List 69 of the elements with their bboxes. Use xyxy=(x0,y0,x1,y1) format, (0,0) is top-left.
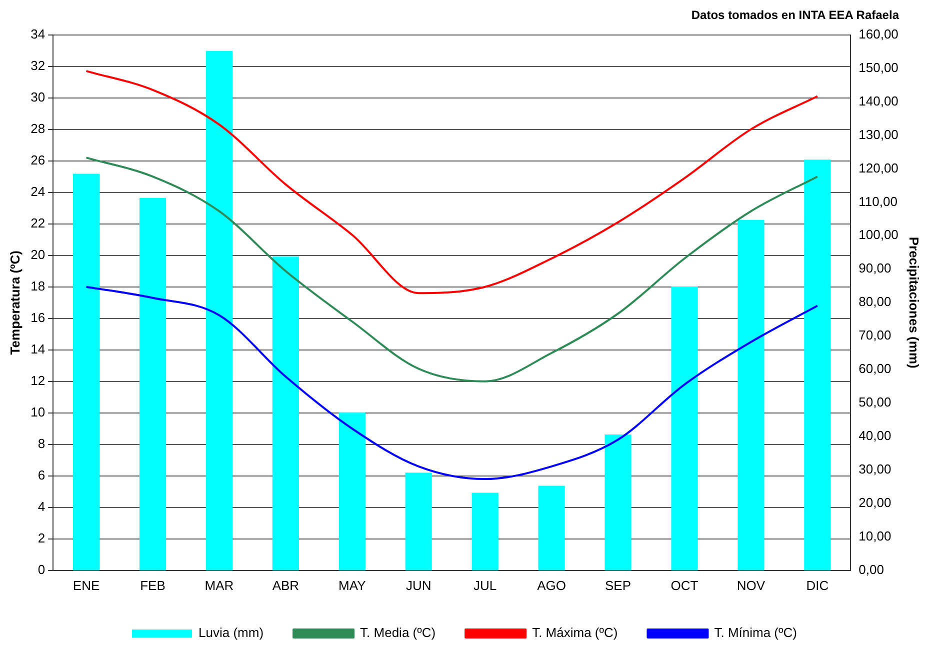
y2-tick-label: 40,00 xyxy=(858,428,892,444)
y-tick-label: 8 xyxy=(38,436,46,451)
y2-tick-label: 20,00 xyxy=(858,495,892,510)
bar xyxy=(671,286,698,570)
bar xyxy=(472,492,498,570)
y2-tick-label: 100,00 xyxy=(858,227,898,242)
legend-label: Luvia (mm) xyxy=(198,625,264,640)
line-series xyxy=(85,286,818,480)
line-series xyxy=(85,156,818,382)
y-tick-label: 28 xyxy=(30,120,46,136)
x-tick-label: OCT xyxy=(670,578,698,593)
y-tick-label: 20 xyxy=(30,246,46,262)
x-tick-label: NOV xyxy=(736,578,766,593)
y-tick-label: 10 xyxy=(30,404,46,420)
y-axis-title: Temperatura (ºC) xyxy=(7,250,22,355)
legend-label: T. Máxima (ºC) xyxy=(532,625,618,640)
y-tick-label: 4 xyxy=(38,498,46,514)
x-tick-label: AGO xyxy=(537,578,566,593)
legend-label: T. Mínima (ºC) xyxy=(714,625,797,640)
bar xyxy=(73,174,100,570)
y2-tick-label: 30,00 xyxy=(858,462,892,477)
y2-tick-label: 70,00 xyxy=(858,328,892,343)
bar xyxy=(272,256,299,570)
bar xyxy=(206,50,233,570)
x-tick-label: JUL xyxy=(474,578,497,593)
x-tick-label: SEP xyxy=(605,578,632,593)
y-tick-label: 18 xyxy=(30,278,46,294)
bar xyxy=(338,412,366,570)
x-tick-label: ABR xyxy=(272,578,300,593)
bar xyxy=(405,472,432,570)
y2-tick-label: 130,00 xyxy=(858,126,898,142)
x-tick-label: JUN xyxy=(406,578,432,593)
y-tick-label: 2 xyxy=(38,530,46,546)
text: Datos tomados en INTA EEA Rafaela xyxy=(691,8,899,22)
y-tick-label: 34 xyxy=(30,26,46,42)
y-tick-label: 14 xyxy=(30,341,46,356)
y2-tick-label: 110,00 xyxy=(858,194,898,209)
y2-tick-label: 160,00 xyxy=(858,26,898,42)
y-tick-label: 6 xyxy=(38,467,46,482)
y2-tick-label: 140,00 xyxy=(858,93,898,108)
y2-tick-label: 120,00 xyxy=(858,160,898,176)
bar xyxy=(139,198,166,570)
bar xyxy=(604,434,632,570)
bar xyxy=(538,486,565,570)
x-tick-label: DIC xyxy=(806,578,829,593)
y2-tick-label: 80,00 xyxy=(858,294,892,310)
x-tick-label: MAR xyxy=(204,578,234,593)
y-tick-label: 32 xyxy=(30,58,46,73)
y-tick-label: 26 xyxy=(30,152,46,168)
legend-label: T. Media (ºC) xyxy=(360,625,436,640)
y-tick-label: 30 xyxy=(30,89,46,104)
y-tick-label: 24 xyxy=(30,184,46,199)
y2-tick-label: 10,00 xyxy=(858,528,892,544)
y-tick-label: 0 xyxy=(38,562,46,577)
bar xyxy=(804,160,831,570)
y2-axis-title: Precipitaciones (mm) xyxy=(906,236,922,368)
bar xyxy=(738,220,764,570)
y2-tick-label: 150,00 xyxy=(858,60,898,75)
y-tick-label: 22 xyxy=(30,215,46,230)
y2-tick-label: 60,00 xyxy=(858,361,892,376)
x-tick-label: FEB xyxy=(140,578,166,593)
x-tick-label: ENE xyxy=(72,578,100,593)
line-series xyxy=(85,70,818,294)
y2-tick-label: 90,00 xyxy=(858,260,892,276)
y2-tick-label: 0,00 xyxy=(858,562,884,577)
y-tick-label: 12 xyxy=(30,372,46,388)
y2-tick-label: 50,00 xyxy=(858,394,892,410)
x-tick-label: MAY xyxy=(338,578,366,593)
y-tick-label: 16 xyxy=(30,310,46,325)
